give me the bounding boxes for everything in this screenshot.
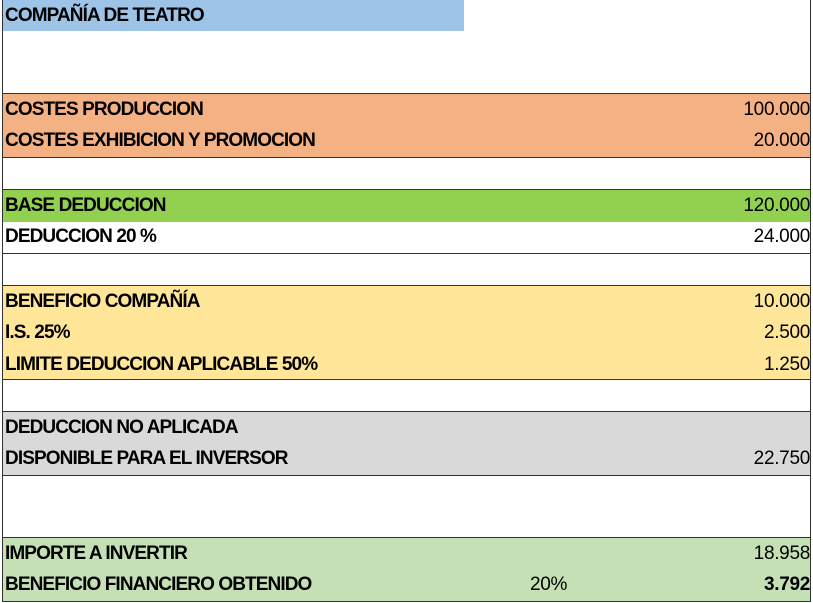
row-label: COSTES EXHIBICION Y PROMOCION <box>5 130 316 152</box>
row-label: DISPONIBLE PARA EL INVERSOR <box>5 448 288 470</box>
row-value: 3.792 <box>763 574 810 596</box>
deduction-section: BASE DEDUCCION 120.000 DEDUCCION 20 % 24.0… <box>3 189 810 253</box>
row-value: 22.750 <box>753 448 811 470</box>
row-value: 1.250 <box>763 353 810 375</box>
investment-section: IMPORTE A INVERTIR 18.958 BENEFICIO FINAN… <box>3 537 810 601</box>
row-label: BENEFICIO COMPAÑÍA <box>5 290 200 312</box>
table-row[interactable]: IMPORTE A INVERTIR 18.958 <box>3 538 810 570</box>
row-label: IMPORTE A INVERTIR <box>5 542 188 564</box>
row-value: 24.000 <box>753 226 811 248</box>
row-value: 2.500 <box>763 322 810 344</box>
row-label: COSTES PRODUCCION <box>5 98 204 120</box>
table-row[interactable]: DISPONIBLE PARA EL INVERSOR 22.750 <box>3 444 810 476</box>
blank-rows <box>3 475 810 538</box>
title-cell[interactable]: COMPAÑÍA DE TEATRO <box>3 0 464 31</box>
blank-row <box>3 379 810 411</box>
row-label: DEDUCCION 20 % <box>5 226 157 248</box>
costs-section: COSTES PRODUCCION 100.000 COSTES EXHIBICI… <box>3 93 810 157</box>
row-label: LIMITE DEDUCCION APLICABLE 50% <box>5 353 318 375</box>
table-row[interactable]: I.S. 25% 2.500 <box>3 318 810 350</box>
row-rate: 20% <box>530 574 568 596</box>
blank-row <box>3 253 810 285</box>
row-label: DEDUCCION NO APLICADA <box>5 416 239 438</box>
row-label: BENEFICIO FINANCIERO OBTENIDO <box>5 574 312 596</box>
row-label: I.S. 25% <box>5 322 71 344</box>
row-value: 10.000 <box>753 290 811 312</box>
table-row[interactable]: BASE DEDUCCION 120.000 <box>3 190 810 222</box>
title: COMPAÑÍA DE TEATRO <box>5 4 205 26</box>
row-value: 100.000 <box>743 98 810 120</box>
benefit-section: BENEFICIO COMPAÑÍA 10.000 I.S. 25% 2.500 L… <box>3 285 810 379</box>
table-row[interactable]: DEDUCCION NO APLICADA <box>3 412 810 444</box>
table-row[interactable]: COSTES PRODUCCION 100.000 <box>3 94 810 126</box>
blank-row <box>3 157 810 189</box>
row-value: 20.000 <box>753 130 811 152</box>
table-row[interactable]: DEDUCCION 20 % 24.000 <box>3 222 810 254</box>
row-value: 18.958 <box>753 542 811 564</box>
row-value: 120.000 <box>743 194 810 216</box>
table-row[interactable]: LIMITE DEDUCCION APLICABLE 50% 1.250 <box>3 349 810 381</box>
unapplied-section: DEDUCCION NO APLICADA DISPONIBLE PARA EL… <box>3 411 810 475</box>
table-row[interactable]: COSTES EXHIBICION Y PROMOCION 20.000 <box>3 126 810 158</box>
row-label: BASE DEDUCCION <box>5 194 166 216</box>
table-row[interactable]: BENEFICIO FINANCIERO OBTENIDO 20% 3.792 <box>3 570 810 602</box>
table-row[interactable]: BENEFICIO COMPAÑÍA 10.000 <box>3 286 810 318</box>
blank-rows <box>3 31 810 94</box>
